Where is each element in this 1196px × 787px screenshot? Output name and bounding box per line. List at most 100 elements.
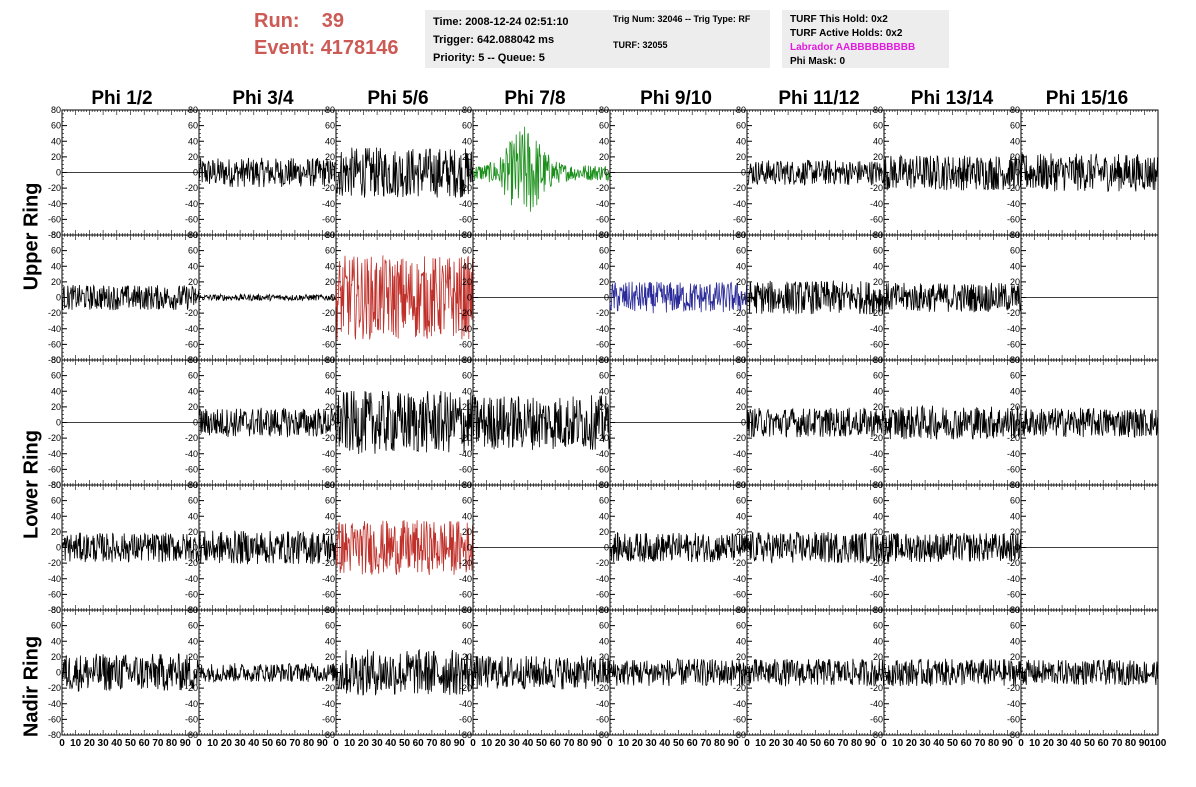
y-tick-label: 0 (604, 293, 609, 303)
y-tick-label: -40 (733, 324, 746, 334)
y-tick-label: 80 (188, 105, 198, 115)
y-tick-label: -60 (48, 339, 61, 349)
y-tick-label: -60 (596, 589, 609, 599)
y-tick-label: 60 (599, 496, 609, 506)
y-tick-label: 40 (462, 386, 472, 396)
y-tick-label: 60 (188, 121, 198, 131)
y-tick-label: 40 (188, 386, 198, 396)
waveform-trace (336, 148, 473, 198)
y-tick-label: 0 (741, 543, 746, 553)
y-tick-label: 0 (878, 293, 883, 303)
y-tick-label: -20 (1007, 558, 1020, 568)
y-tick-label: 40 (736, 511, 746, 521)
waveform-trace (473, 395, 610, 450)
waveform-trace (336, 391, 473, 454)
y-tick-label: 20 (188, 152, 198, 162)
y-tick-label: 60 (51, 121, 61, 131)
y-tick-label: -40 (596, 449, 609, 459)
y-tick-label: -60 (596, 464, 609, 474)
y-tick-label: 0 (741, 418, 746, 428)
y-tick-label: -20 (459, 183, 472, 193)
y-tick-label: 60 (873, 496, 883, 506)
y-tick-label: -60 (596, 339, 609, 349)
y-tick-label: 0 (604, 418, 609, 428)
y-tick-label: 0 (330, 418, 335, 428)
y-tick-label: -20 (322, 308, 335, 318)
y-tick-label: 40 (188, 136, 198, 146)
y-tick-label: 0 (467, 418, 472, 428)
waveform-trace (62, 533, 199, 562)
y-tick-label: 60 (188, 371, 198, 381)
y-tick-label: 20 (462, 402, 472, 412)
y-tick-label: -40 (1007, 199, 1020, 209)
y-tick-label: -60 (185, 214, 198, 224)
y-tick-label: 80 (1010, 355, 1020, 365)
y-tick-label: -20 (459, 558, 472, 568)
waveform-trace (199, 294, 336, 300)
y-tick-label: -20 (870, 433, 883, 443)
y-tick-label: 80 (188, 480, 198, 490)
y-tick-label: -40 (48, 574, 61, 584)
y-tick-label: 60 (462, 246, 472, 256)
y-tick-label: 0 (56, 168, 61, 178)
y-tick-label: 80 (736, 105, 746, 115)
y-tick-label: -20 (1007, 308, 1020, 318)
y-tick-label: -60 (733, 464, 746, 474)
y-tick-label: 40 (188, 261, 198, 271)
y-tick-label: -20 (185, 308, 198, 318)
y-tick-label: -40 (322, 449, 335, 459)
waveform-trace (199, 408, 336, 437)
y-tick-label: -40 (733, 574, 746, 584)
y-tick-label: -20 (185, 558, 198, 568)
y-tick-label: -60 (870, 214, 883, 224)
y-tick-label: 40 (462, 511, 472, 521)
y-tick-label: 80 (51, 230, 61, 240)
y-tick-label: 0 (56, 543, 61, 553)
y-tick-label: 0 (330, 168, 335, 178)
y-tick-label: 60 (736, 371, 746, 381)
waveform-trace (747, 281, 884, 315)
y-tick-label: -20 (48, 558, 61, 568)
y-tick-label: 80 (599, 480, 609, 490)
y-tick-label: -20 (459, 433, 472, 443)
y-tick-label: -20 (870, 308, 883, 318)
y-tick-label: -60 (322, 589, 335, 599)
y-tick-label: -60 (1007, 339, 1020, 349)
y-tick-label: 80 (51, 480, 61, 490)
y-tick-label: -40 (870, 449, 883, 459)
y-tick-label: 80 (462, 355, 472, 365)
y-tick-label: -60 (1007, 464, 1020, 474)
y-tick-label: 60 (51, 496, 61, 506)
y-tick-label: 40 (599, 386, 609, 396)
y-tick-label: 40 (51, 261, 61, 271)
y-tick-label: 20 (1010, 527, 1020, 537)
y-tick-label: 20 (1010, 277, 1020, 287)
waveform-trace (336, 255, 473, 339)
waveform-trace (610, 282, 747, 313)
y-tick-label: -20 (733, 308, 746, 318)
y-tick-label: 80 (736, 355, 746, 365)
y-tick-label: 20 (51, 277, 61, 287)
y-tick-label: -40 (459, 199, 472, 209)
y-tick-label: 0 (1015, 168, 1020, 178)
y-tick-label: -60 (185, 339, 198, 349)
y-tick-label: 80 (873, 230, 883, 240)
waveform-trace (884, 406, 1021, 440)
y-tick-label: -20 (48, 183, 61, 193)
y-tick-label: 60 (873, 246, 883, 256)
y-tick-label: 80 (51, 105, 61, 115)
